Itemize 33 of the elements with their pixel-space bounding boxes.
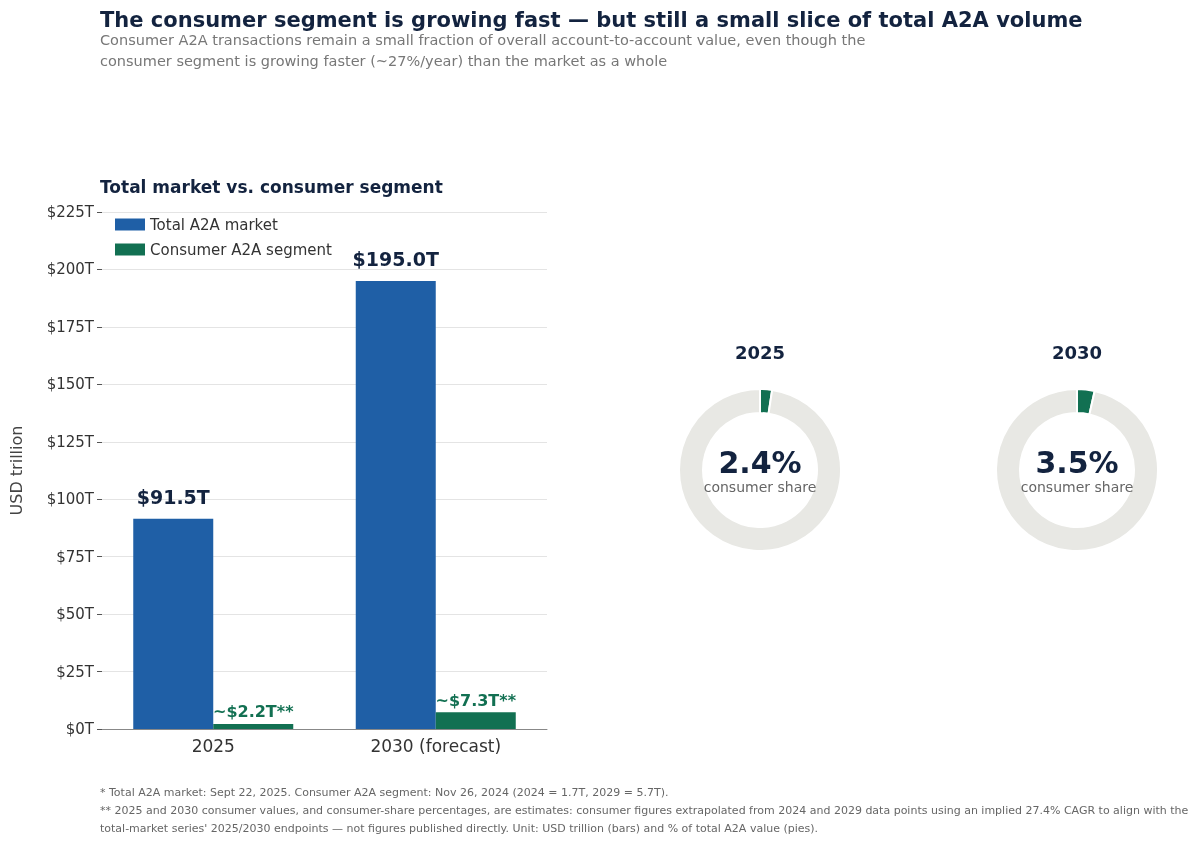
legend-label: Total A2A market xyxy=(149,215,278,234)
y-tick-label: $100T xyxy=(46,490,95,509)
bar xyxy=(355,280,436,729)
bar xyxy=(213,723,294,729)
y-tick-label: $25T xyxy=(56,662,95,681)
data-label: ~$7.3T** xyxy=(435,690,517,710)
text: The consumer segment is growing fast — but still a small slice of total A2A volume xyxy=(100,8,1083,32)
bar xyxy=(435,712,516,729)
slice-label: consumer share xyxy=(703,479,817,495)
y-tick-label: $175T xyxy=(46,317,95,336)
y-tick-label: $125T xyxy=(46,432,95,451)
data-label: 2.4% xyxy=(718,444,802,480)
x-tick-label: 2030 (forecast) xyxy=(370,735,502,756)
text: ** 2025 and 2030 consumer values, and consumer-share percentages, are estimates: consumer figures extrapolated from 2024 and 2029 data points using an implied 27.4% CAGR to align with the total-market series' 2025/2030 endpoints — not figures published directly. Unit: USD trillion (bars) and % of total A2A value (pies). xyxy=(100,803,1190,837)
chart-title: 2030 xyxy=(1051,341,1103,363)
y-tick-label: $150T xyxy=(46,375,95,394)
y-tick-label: $50T xyxy=(56,605,95,624)
text: Total market vs. consumer segment xyxy=(100,177,443,197)
y-tick-label: $0T xyxy=(65,720,95,738)
data-label: $195.0T xyxy=(352,248,439,271)
bar xyxy=(133,518,214,729)
y-axis-title: USD trillion xyxy=(6,425,26,516)
data-label: 3.5% xyxy=(1035,444,1119,480)
data-label: ~$2.2T** xyxy=(212,702,295,722)
slice-label: consumer share xyxy=(1020,479,1134,495)
text: * Total A2A market: Sept 22, 2025. Consumer A2A segment: Nov 26, 2024 (2024 = 1.7T, 2029 = 5.7T). xyxy=(100,785,670,801)
y-tick-label: $225T xyxy=(46,203,95,221)
chart-subtitle: Consumer A2A transactions remain a small fraction of overall account-to-account value, even though the consumer segment is growing faster (~27%/year) than the market as a whole xyxy=(100,31,867,71)
y-tick-label: $75T xyxy=(56,547,95,566)
data-label: $91.5T xyxy=(136,486,210,509)
chart-title: 2025 xyxy=(734,341,786,363)
y-tick-label: $200T xyxy=(46,260,95,279)
legend-label: Consumer A2A segment xyxy=(150,240,332,259)
